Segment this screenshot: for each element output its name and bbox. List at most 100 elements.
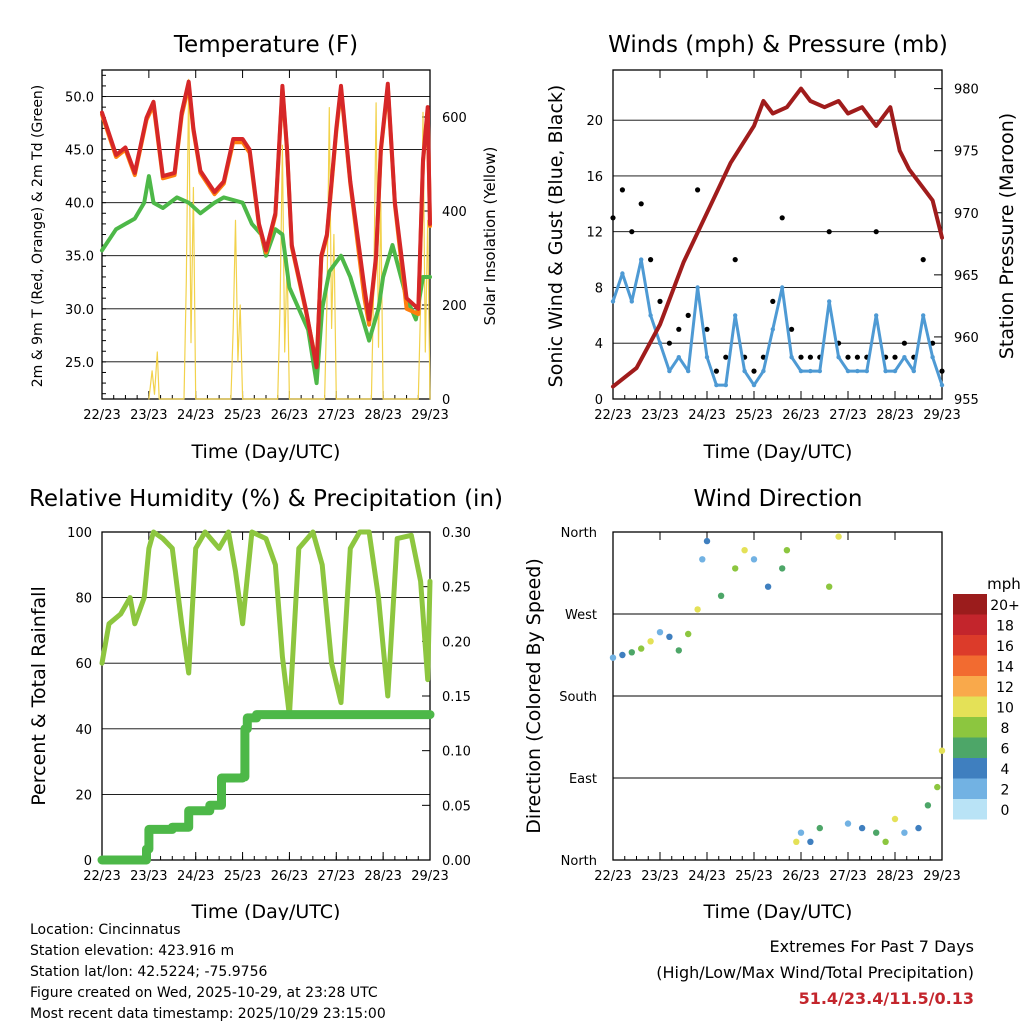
x-tick-label: 23/23 [641, 869, 678, 884]
direction-point [793, 838, 800, 845]
gust-point [826, 229, 832, 235]
y-tick-label: 45.0 [65, 144, 94, 159]
legend-label: 6 [1001, 742, 1010, 758]
x-tick-label: 28/23 [876, 408, 913, 423]
gust-point [657, 298, 663, 304]
wind-point [789, 355, 794, 360]
gust-point [629, 229, 635, 235]
gust-point [779, 215, 785, 221]
extremes-values: 51.4/23.4/11.5/0.13 [798, 989, 974, 1008]
y-tick-label: 20 [75, 788, 92, 803]
y-tick-label: 35.0 [65, 250, 94, 265]
gust-point [845, 354, 851, 360]
direction-point [717, 592, 725, 599]
y2-tick-label: 970 [954, 207, 979, 222]
y2-tick-label: 955 [954, 393, 979, 408]
direction-point [703, 537, 711, 545]
wind-point [648, 313, 653, 318]
legend-label: 2 [1001, 783, 1010, 799]
gust-point [807, 354, 814, 360]
pressure-line [611, 86, 944, 389]
direction-point [699, 556, 706, 563]
y-tick-label: 4 [595, 337, 603, 352]
y-tick-label: 25.0 [65, 356, 94, 371]
temperature-ylabel: 2m & 9m T (Red, Orange) & 2m Td (Green) [30, 85, 46, 388]
x-tick-label: 22/23 [83, 869, 120, 884]
y-tick-label: 100 [67, 526, 92, 541]
x-tick-label: 24/23 [688, 408, 725, 423]
legend-swatch [953, 737, 987, 758]
x-tick-label: 24/23 [688, 869, 725, 884]
temp2m-line [100, 79, 432, 370]
winds-y2label: Station Pressure (Maroon) [996, 113, 1018, 359]
wind-point [855, 368, 860, 374]
x-tick-label: 23/23 [130, 408, 167, 423]
legend-label: 12 [996, 680, 1014, 696]
gust-point [930, 340, 936, 346]
x-tick-label: 28/23 [876, 869, 913, 884]
direction-point [816, 824, 823, 832]
y2-tick-label: 0.10 [442, 745, 471, 760]
gust-point [648, 257, 654, 263]
direction-point [858, 824, 866, 832]
x-tick-label: 22/23 [594, 408, 631, 423]
gust-point [873, 229, 879, 235]
y2-tick-label: 200 [442, 299, 467, 314]
wind-point [845, 368, 851, 374]
temperature-title: Temperature (F) [173, 32, 358, 58]
wind-point [883, 368, 888, 374]
legend-label: 16 [996, 639, 1014, 655]
wind-point [761, 368, 766, 374]
wind-point [874, 313, 879, 318]
x-tick-label: 26/23 [782, 869, 819, 884]
x-tick-label: 24/23 [177, 408, 214, 423]
y-tick-label: 40.0 [65, 197, 94, 212]
wind-point [676, 355, 681, 360]
y2-tick-label: 0.20 [442, 635, 471, 650]
gust-point [666, 340, 673, 346]
wind-point [723, 382, 728, 388]
winds-xlabel: Time (Day/UTC) [703, 441, 853, 463]
legend-swatch [953, 614, 987, 635]
extremes-box: Extremes For Past 7 Days (High/Low/Max W… [656, 934, 974, 1012]
legend-label: 10 [996, 701, 1014, 717]
gust-point [676, 326, 682, 332]
x-tick-label: 26/23 [271, 869, 308, 884]
legend-swatch [953, 696, 987, 717]
legend-swatch [953, 799, 987, 820]
gust-point [892, 354, 898, 360]
legend-swatch [953, 717, 987, 738]
gust-point [901, 340, 908, 346]
y-tick-label: 60 [75, 657, 92, 672]
wind-point [657, 341, 663, 346]
y2-tick-label: 975 [954, 145, 979, 160]
direction-point [779, 565, 786, 572]
humidity-precip-panel: Relative Humidity (%) & Precipitation (i… [28, 486, 503, 920]
legend-swatch [953, 594, 987, 615]
x-tick-label: 27/23 [318, 408, 355, 423]
x-tick-label: 24/23 [177, 869, 214, 884]
y-tick-label: 8 [595, 281, 603, 296]
y2-tick-label: 0.30 [442, 526, 471, 541]
wind-point [827, 299, 832, 304]
x-tick-label: 25/23 [735, 869, 772, 884]
wind-point [695, 285, 700, 290]
gust-point [751, 368, 757, 374]
gust-point [920, 257, 926, 263]
direction-tick-label: North [561, 854, 597, 869]
y2-tick-label: 980 [954, 83, 979, 98]
dewpoint-line [100, 174, 432, 386]
legend-swatch [953, 758, 987, 779]
y2-tick-label: 965 [954, 269, 979, 284]
gust-point [610, 215, 616, 221]
location-text: Location: Cincinnatus [30, 922, 181, 938]
solar-line [148, 78, 431, 400]
legend-swatch [953, 778, 987, 799]
wind-point [639, 257, 644, 262]
direction-point [826, 583, 833, 590]
direction-point [741, 547, 748, 554]
legend-label: 0 [1001, 803, 1010, 819]
direction-point [835, 533, 842, 540]
direction-point [750, 556, 758, 563]
legend-swatch [953, 635, 987, 656]
